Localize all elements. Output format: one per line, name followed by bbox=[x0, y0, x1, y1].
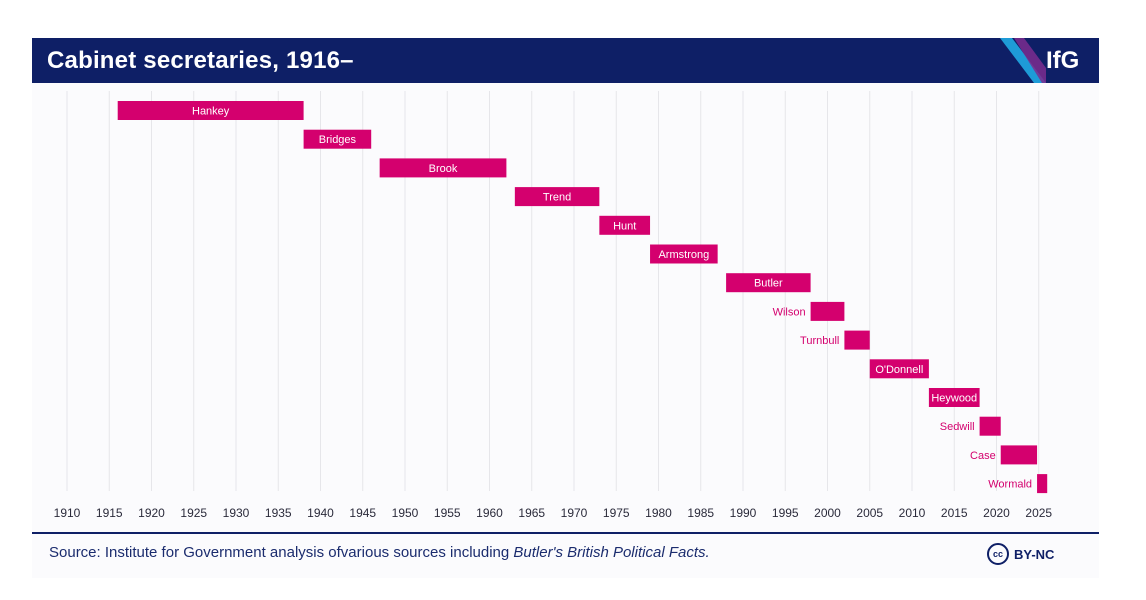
x-tick-label: 1925 bbox=[180, 506, 207, 520]
x-tick-label: 2005 bbox=[856, 506, 883, 520]
x-tick-label: 1995 bbox=[772, 506, 799, 520]
bar-label: Sedwill bbox=[940, 421, 975, 433]
bar-label: Heywood bbox=[931, 393, 977, 405]
bar-hunt: Hunt bbox=[599, 215, 651, 235]
bar-turnbull: Turnbull bbox=[800, 330, 870, 350]
bar-label: Wormald bbox=[988, 479, 1032, 491]
x-tick-label: 1965 bbox=[518, 506, 545, 520]
source-italic: Butler's British Political Facts. bbox=[513, 544, 710, 561]
bar-label: Hunt bbox=[613, 220, 636, 232]
x-tick-label: 1990 bbox=[730, 506, 757, 520]
x-tick-label: 1955 bbox=[434, 506, 461, 520]
x-tick-label: 1945 bbox=[349, 506, 376, 520]
x-tick-label: 1985 bbox=[687, 506, 714, 520]
license-text: BY-NC bbox=[1014, 546, 1055, 562]
bar-rect bbox=[599, 215, 651, 235]
bar-butler: Butler bbox=[726, 273, 811, 293]
x-tick-label: 1935 bbox=[265, 506, 292, 520]
bar-rect bbox=[650, 244, 718, 264]
x-tick-label: 1975 bbox=[603, 506, 630, 520]
bar-rect bbox=[303, 129, 372, 149]
x-tick-label: 1930 bbox=[223, 506, 250, 520]
chart-title: Cabinet secretaries, 1916– bbox=[47, 47, 354, 74]
bar-rect bbox=[810, 301, 845, 321]
x-tick-label: 1910 bbox=[54, 506, 81, 520]
bar-wormald: Wormald bbox=[988, 474, 1048, 494]
bar-label: Wilson bbox=[773, 306, 806, 318]
header-bar: Cabinet secretaries, 1916– IfG bbox=[32, 38, 1099, 83]
bar-case: Case bbox=[970, 445, 1038, 465]
bar-bridges: Bridges bbox=[303, 129, 372, 149]
bar-rect bbox=[1037, 474, 1048, 494]
license-badge: cc BY-NC bbox=[987, 543, 1054, 565]
x-tick-label: 1950 bbox=[392, 506, 419, 520]
bar-rect bbox=[979, 416, 1001, 436]
bar-label: Brook bbox=[429, 163, 458, 175]
bar-heywood: Heywood bbox=[928, 388, 980, 407]
ifg-logo: IfG bbox=[1046, 47, 1080, 74]
x-tick-label: 1960 bbox=[476, 506, 503, 520]
bar-rect bbox=[1000, 445, 1038, 465]
bar-label: O'Donnell bbox=[875, 364, 923, 376]
bar-label: Butler bbox=[754, 278, 783, 290]
bar-rect bbox=[726, 273, 811, 293]
x-tick-label: 1970 bbox=[561, 506, 588, 520]
x-tick-label: 2025 bbox=[1025, 506, 1052, 520]
logo-stripe-icon bbox=[1000, 38, 1046, 83]
bar-label: Bridges bbox=[319, 134, 357, 146]
x-tick-label: 1920 bbox=[138, 506, 165, 520]
bar-label: Armstrong bbox=[658, 249, 709, 261]
bar-brook: Brook bbox=[379, 158, 507, 178]
x-tick-label: 2020 bbox=[983, 506, 1010, 520]
bar-label: Hankey bbox=[192, 106, 230, 118]
bar-trend: Trend bbox=[514, 187, 600, 207]
bar-rect bbox=[844, 330, 870, 350]
x-tick-label: 1915 bbox=[96, 506, 123, 520]
bar-sedwill: Sedwill bbox=[940, 416, 1001, 436]
bar-wilson: Wilson bbox=[773, 301, 845, 321]
x-tick-label: 2000 bbox=[814, 506, 841, 520]
bar-hankey: Hankey bbox=[117, 101, 304, 120]
bottom-rule bbox=[32, 532, 1099, 534]
bar-odonnell: O'Donnell bbox=[869, 359, 929, 379]
x-tick-label: 1980 bbox=[645, 506, 672, 520]
bar-label: Case bbox=[970, 450, 996, 462]
x-tick-label: 2015 bbox=[941, 506, 968, 520]
source-note: Source: Institute for Government analysi… bbox=[49, 544, 710, 561]
bar-rect bbox=[869, 359, 929, 379]
grid-lines bbox=[66, 91, 1040, 491]
bar-label: Turnbull bbox=[800, 335, 839, 347]
bar-rect bbox=[928, 388, 980, 407]
x-axis: 1910 1915 1920 1925 1930 1935 1940 1945 1950 1955… bbox=[54, 506, 1053, 520]
source-text: Source: Institute for Government analysi… bbox=[49, 544, 514, 561]
bar-armstrong: Armstrong bbox=[650, 244, 718, 264]
chart-frame: Cabinet secretaries, 1916– IfG Hankey Bri… bbox=[32, 38, 1099, 578]
x-tick-label: 1940 bbox=[307, 506, 334, 520]
bar-label: Trend bbox=[543, 192, 571, 204]
bar-rect bbox=[514, 187, 600, 207]
bar-rect bbox=[117, 101, 304, 120]
x-tick-label: 2010 bbox=[899, 506, 926, 520]
bars: Hankey Bridges Brook Trend Hunt Armstrong Butl… bbox=[117, 101, 1048, 494]
creative-commons-icon: cc bbox=[987, 543, 1009, 565]
bar-rect bbox=[379, 158, 507, 178]
gantt-chart: Hankey Bridges Brook Trend Hunt Armstrong Butl… bbox=[54, 91, 1053, 520]
